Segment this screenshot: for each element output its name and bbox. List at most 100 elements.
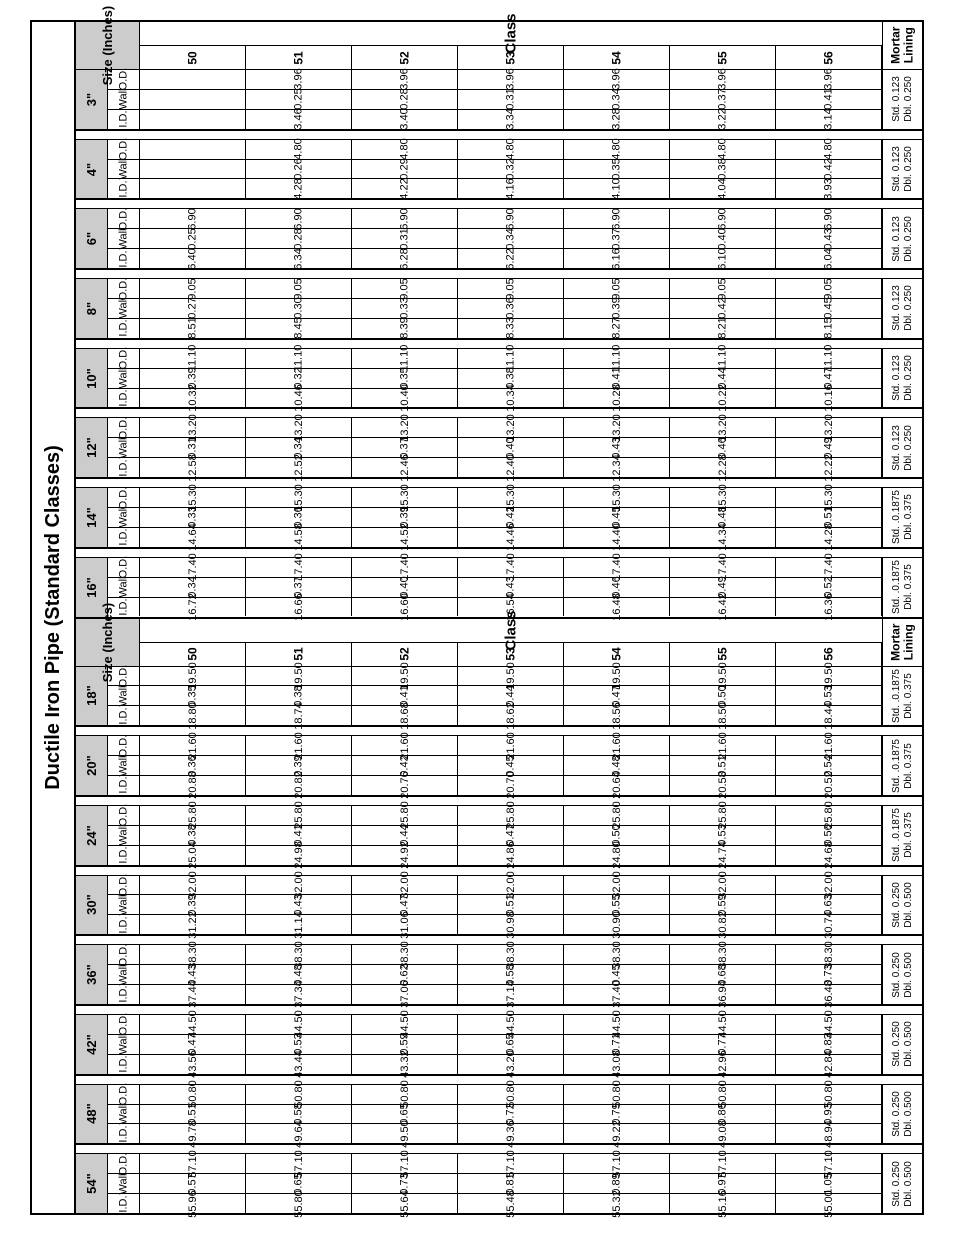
group-spacer — [76, 796, 922, 806]
measure-type: Wall — [108, 1174, 140, 1193]
data-row: I.D.43.5643.4443.3243.2043.0842.9642.84 — [108, 1055, 882, 1074]
value-cell: 17.40 — [140, 558, 246, 577]
value-cell: 25.80 — [458, 806, 564, 825]
header-row: Size (Inches)Class50515253545556MortarLi… — [76, 22, 922, 70]
value-cell: 8.27 — [564, 319, 670, 338]
data-row: O.D.17.4017.4017.4017.4017.4017.4017.40 — [108, 558, 882, 578]
data-row: O.D.57.1057.1057.1057.1057.1057.1057.10 — [108, 1154, 882, 1174]
value-cell: 20.58 — [670, 776, 776, 795]
data-row: I.D.55.9655.8055.6455.4855.3255.1655.00 — [108, 1194, 882, 1213]
measure-type: O.D. — [108, 1015, 140, 1034]
mortar-lining: Std. 0.123Dbl. 0.250 — [882, 140, 922, 199]
value-cell: 20.76 — [352, 776, 458, 795]
value-cell: 21.60 — [564, 736, 670, 755]
value-cell: 16.42 — [670, 598, 776, 617]
value-cell: 37.40 — [564, 985, 670, 1004]
value-cell: 55.16 — [670, 1194, 776, 1213]
data-row: I.D.8.518.458.398.338.278.218.15 — [108, 319, 882, 338]
value-cell: 0.34 — [564, 90, 670, 109]
measure-type: Wall — [108, 826, 140, 845]
size-group: 6"O.D.6.906.906.906.906.906.906.90Wall0.… — [76, 209, 922, 269]
value-cell: 6.90 — [670, 209, 776, 228]
data-row: I.D.10.3210.4610.4010.3410.2810.2210.16 — [108, 389, 882, 408]
value-cell: 0.26 — [246, 160, 352, 179]
value-cell: 57.10 — [140, 1154, 246, 1173]
data-row: O.D.13.2013.2013.2013.2013.2013.2013.20 — [108, 418, 882, 438]
value-cell: 16.36 — [776, 598, 882, 617]
value-cell: 0.43 — [776, 229, 882, 248]
data-row: Wall0.390.430.470.510.550.590.63 — [108, 895, 882, 915]
measure-type: I.D. — [108, 389, 140, 408]
value-cell: 44.50 — [140, 1015, 246, 1034]
value-cell: 11.10 — [246, 349, 352, 368]
value-cell: 57.10 — [670, 1154, 776, 1173]
value-cell: 3.96 — [352, 70, 458, 89]
value-cell: 0.31 — [352, 229, 458, 248]
value-cell — [140, 70, 246, 89]
value-cell: 10.40 — [352, 389, 458, 408]
value-cell: 0.25 — [140, 229, 246, 248]
value-cell: 13.20 — [458, 418, 564, 437]
value-cell: 50.80 — [458, 1085, 564, 1104]
value-cell: 11.10 — [352, 349, 458, 368]
data-row: I.D.31.2231.1431.0630.9830.9030.8230.74 — [108, 915, 882, 934]
value-cell: 15.30 — [458, 488, 564, 507]
class-header: Class — [140, 619, 882, 643]
value-cell: 15.30 — [246, 488, 352, 507]
measure-type: O.D. — [108, 558, 140, 577]
value-cell: 4.04 — [670, 179, 776, 198]
value-cell: 13.20 — [564, 418, 670, 437]
value-cell: 16.48 — [564, 598, 670, 617]
value-cell: 11.10 — [776, 349, 882, 368]
value-cell — [140, 110, 246, 129]
data-row: O.D.44.5044.5044.5044.5044.5044.5044.50 — [108, 1015, 882, 1035]
measure-type: I.D. — [108, 776, 140, 795]
measure-type: Wall — [108, 1105, 140, 1124]
value-cell: 0.41 — [776, 90, 882, 109]
mortar-lining: Std. .0.1875Dbl. 0.375 — [882, 806, 922, 865]
measure-type: O.D. — [108, 488, 140, 507]
value-cell: 18.62 — [458, 706, 564, 725]
value-cell: 17.40 — [670, 558, 776, 577]
value-cell — [140, 179, 246, 198]
data-row: I.D.14.6414.5814.5214.4614.4014.3414.28 — [108, 528, 882, 547]
value-cell: 49.22 — [564, 1124, 670, 1143]
data-row: Wall0.430.480.620.580.450.680.73 — [108, 965, 882, 985]
value-cell: 12.58 — [140, 458, 246, 477]
value-cell: 3.93 — [776, 179, 882, 198]
mortar-lining: Std. 0.250Dbl. 0.500 — [882, 1154, 922, 1213]
value-cell: 17.40 — [246, 558, 352, 577]
value-cell: 21.60 — [776, 736, 882, 755]
value-cell: 3.96 — [564, 70, 670, 89]
data-row: O.D.19.5019.5019.5019.5019.5019.5019.50 — [108, 667, 882, 687]
value-cell: 9.05 — [246, 279, 352, 298]
mortar-lining: Std. 0.250Dbl. 0.500 — [882, 1085, 922, 1144]
page-title: Ductile Iron Pipe (Standard Classes) — [42, 445, 65, 790]
value-cell: 19.50 — [352, 667, 458, 686]
value-cell: 9.05 — [776, 279, 882, 298]
value-cell: 38.30 — [776, 945, 882, 964]
value-cell: 0.45 — [776, 299, 882, 318]
value-cell: 31.22 — [140, 915, 246, 934]
value-cell: 38.30 — [352, 945, 458, 964]
value-cell: 0.42 — [776, 160, 882, 179]
value-cell: 17.40 — [564, 558, 670, 577]
class-header: Class — [140, 22, 882, 46]
size-label: 12" — [76, 418, 108, 477]
value-cell: 37.34 — [246, 985, 352, 1004]
measure-type: O.D. — [108, 279, 140, 298]
value-cell: 44.50 — [776, 1015, 882, 1034]
value-cell: 24.92 — [352, 846, 458, 865]
value-cell: 6.90 — [564, 209, 670, 228]
value-cell: 19.50 — [564, 667, 670, 686]
value-cell: 12.40 — [458, 458, 564, 477]
size-label: 6" — [76, 209, 108, 268]
value-cell: 14.28 — [776, 528, 882, 547]
value-cell: 11.10 — [564, 349, 670, 368]
value-cell: 12.34 — [564, 458, 670, 477]
value-cell: 4.80 — [564, 140, 670, 159]
size-group: 36"O.D.38.3038.3038.3038.3038.3038.3038.… — [76, 945, 922, 1005]
value-cell: 10.46 — [246, 389, 352, 408]
data-row: Wall0.260.290.320.350.380.42 — [108, 160, 882, 180]
value-cell: 25.04 — [140, 846, 246, 865]
